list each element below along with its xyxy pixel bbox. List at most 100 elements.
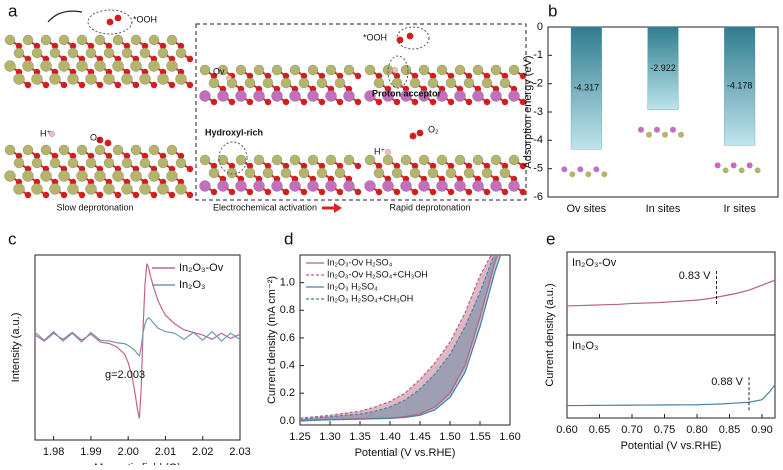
atom: [42, 81, 50, 89]
atom: [289, 180, 301, 192]
x-tick-label: 2.01: [155, 446, 176, 458]
atom: [282, 72, 290, 80]
bar: [647, 26, 679, 110]
atom: [157, 47, 169, 59]
atom: [208, 167, 220, 179]
atom: [463, 77, 475, 89]
atom: [393, 162, 401, 170]
atom: [336, 162, 344, 170]
atom: [13, 157, 25, 169]
atom: [139, 157, 151, 169]
atom: [105, 152, 113, 160]
atom: [210, 162, 218, 170]
atom: [373, 77, 385, 89]
atom: [490, 180, 502, 192]
atom: [289, 64, 301, 76]
atom: [392, 67, 398, 73]
legend-label: In₂O₃ H₂SO₄+CH₃OH: [327, 293, 413, 303]
atom: [382, 154, 394, 166]
atom: [103, 183, 115, 195]
atom: [235, 180, 247, 192]
atom: [427, 77, 439, 89]
atom: [199, 180, 211, 192]
atom: [49, 131, 55, 137]
x-tick-label: 0.60: [556, 424, 577, 436]
x-tick-label: 0.75: [654, 424, 675, 436]
atom: [139, 47, 151, 59]
atom: [85, 47, 97, 59]
atom: [31, 183, 43, 195]
circle-hint: [396, 26, 430, 50]
x-tick-label: 1.98: [43, 446, 64, 458]
atom: [569, 171, 576, 178]
atom: [4, 34, 16, 46]
atom: [481, 167, 493, 179]
atom: [336, 72, 344, 80]
atom: [282, 162, 290, 170]
atom: [96, 191, 104, 199]
atom: [364, 90, 376, 102]
x-tick-label: 1.35: [349, 431, 370, 443]
atom: [235, 64, 247, 76]
atom: [318, 98, 326, 106]
marker-label: 0.88 V: [711, 376, 743, 388]
atom: [264, 162, 272, 170]
atom: [4, 170, 16, 182]
atom: [508, 64, 520, 76]
atom: [325, 64, 337, 76]
species-label: H⁺: [374, 146, 385, 156]
species-label: *OOH: [363, 32, 387, 42]
atom: [445, 167, 457, 179]
atom: [246, 188, 254, 196]
atom: [436, 154, 448, 166]
atom: [343, 90, 355, 102]
x-tick-label: 1.55: [469, 431, 490, 443]
atom: [159, 152, 167, 160]
atom: [508, 90, 520, 102]
y-axis-label: Adsorption energy (eV): [522, 55, 534, 168]
atom: [13, 183, 25, 195]
atom: [400, 180, 412, 192]
atom: [465, 72, 473, 80]
atom: [87, 42, 95, 50]
atom: [271, 90, 283, 102]
atom: [51, 42, 59, 50]
x-tick-label: 2.03: [229, 446, 250, 458]
atom: [157, 183, 169, 195]
atom: [400, 64, 412, 76]
atom: [465, 162, 473, 170]
atom: [166, 170, 178, 182]
series-line: [300, 255, 492, 419]
atom: [228, 188, 236, 196]
atom: [123, 42, 131, 50]
atom: [519, 72, 527, 80]
atom: [436, 64, 448, 76]
atom: [186, 55, 194, 63]
y-axis-label: Current density (a.u.): [544, 283, 556, 386]
species-label: O₂: [90, 132, 101, 142]
y-tick-label: 0: [537, 21, 543, 33]
atom: [354, 72, 362, 80]
atom: [382, 90, 394, 102]
atom: [148, 60, 160, 72]
atom: [85, 157, 97, 169]
x-tick-label: 1.30: [319, 431, 340, 443]
atom: [307, 64, 319, 76]
atom: [217, 180, 229, 192]
atom: [253, 64, 265, 76]
atom: [186, 191, 194, 199]
x-tick-label: 1.50: [439, 431, 460, 443]
atom: [4, 144, 16, 156]
atom: [60, 191, 68, 199]
series-line: [300, 255, 499, 422]
atom: [654, 126, 660, 133]
plot-frame: [566, 334, 776, 419]
atom: [418, 90, 430, 102]
atom: [447, 98, 455, 106]
atom: [714, 162, 721, 169]
atom: [678, 131, 684, 138]
atom: [40, 170, 52, 182]
atom: [409, 167, 421, 179]
atom: [33, 152, 41, 160]
